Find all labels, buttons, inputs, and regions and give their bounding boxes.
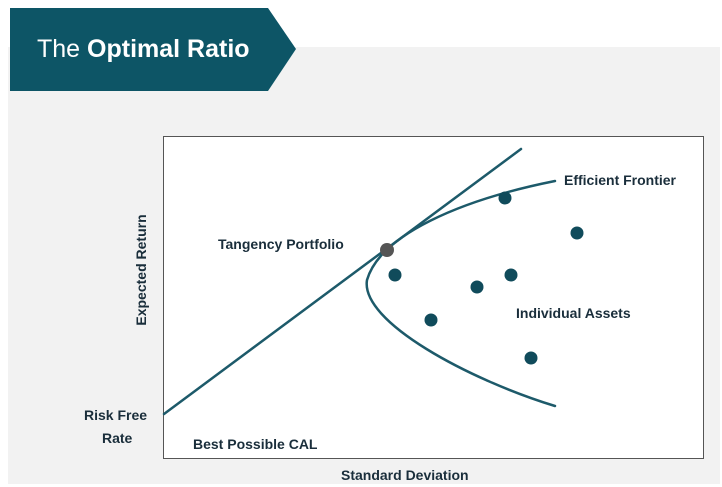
frontier-point: [498, 191, 512, 205]
asset-point: [388, 268, 402, 282]
title-banner: The Optimal Ratio: [10, 8, 296, 91]
risk-free-label-line2: Rate: [102, 430, 133, 446]
asset-point: [424, 313, 438, 327]
efficient-frontier-curve: [365, 179, 557, 408]
x-axis-label: Standard Deviation: [341, 467, 469, 483]
y-axis-label: Expected Return: [133, 214, 149, 326]
asset-point: [470, 280, 484, 294]
asset-point: [524, 351, 538, 365]
page-title: The Optimal Ratio: [37, 34, 250, 64]
asset-point: [570, 226, 584, 240]
capital-allocation-line: [162, 147, 523, 416]
tangency-portfolio-label: Tangency Portfolio: [218, 236, 344, 252]
plot-area: [163, 136, 704, 459]
tangency-point: [380, 243, 394, 257]
efficient-frontier-label: Efficient Frontier: [564, 172, 677, 188]
title-prefix: The: [37, 35, 88, 63]
asset-point: [504, 268, 518, 282]
title-bold: Optimal Ratio: [87, 35, 250, 63]
individual-assets-label: Individual Assets: [516, 305, 631, 321]
best-cal-label: Best Possible CAL: [193, 436, 318, 452]
risk-free-label-line1: Risk Free: [84, 407, 148, 423]
banner-shape: [10, 8, 296, 91]
